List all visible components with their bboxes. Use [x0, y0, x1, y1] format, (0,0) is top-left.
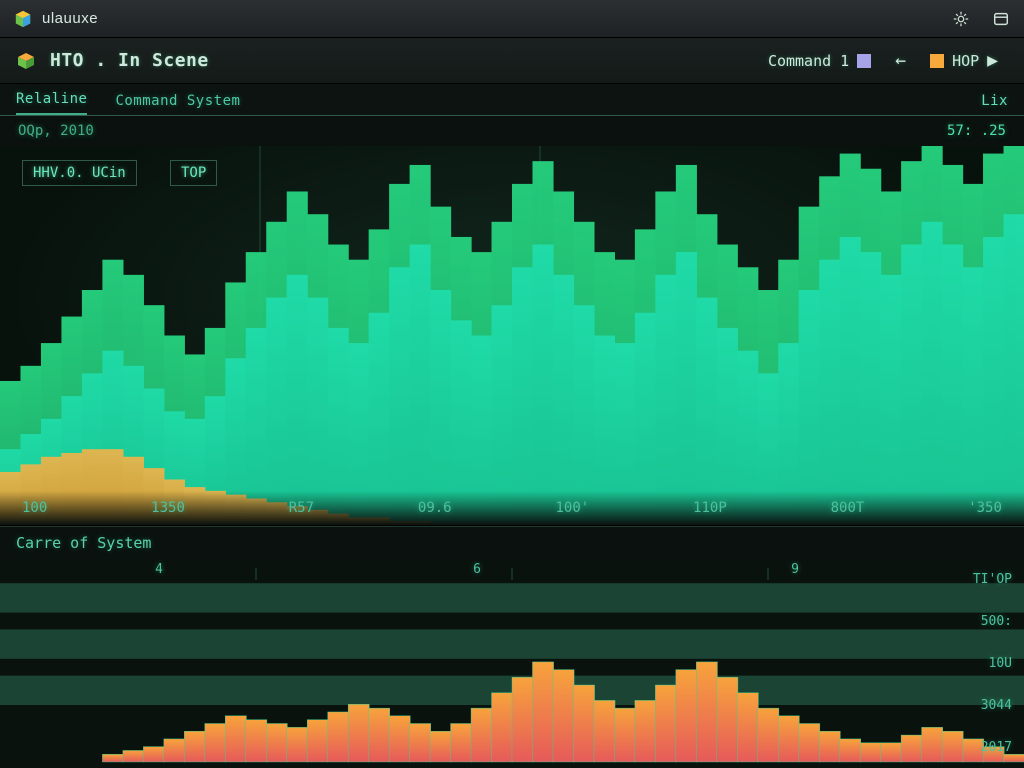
command-button[interactable]: Command 1 [758, 48, 881, 74]
command-chip-icon [857, 54, 871, 68]
lower-title: Carre of System [0, 526, 1024, 558]
lower-chart [0, 558, 1024, 768]
app-logo-icon [14, 10, 32, 28]
toolbar: HTO . In Scene Command 1 ← HOP ▶ [0, 38, 1024, 84]
window-titlebar: ulauuxe [0, 0, 1024, 38]
lower-chart-panel: 4 6 9 TI'OP 500: 10U 3044 2017 [0, 558, 1024, 768]
xaxis-tick: 100 [22, 500, 47, 516]
command-label: Command 1 [768, 52, 849, 70]
lower-ytick: 10U [973, 656, 1012, 671]
info-strip: OQp, 2010 57: .25 [0, 116, 1024, 146]
window-icon[interactable] [992, 10, 1010, 28]
tabstrip: Relaline Command System Lix [0, 84, 1024, 116]
xaxis-tick: 100' [555, 500, 589, 516]
info-left: OQp, 2010 [18, 123, 94, 139]
hop-label: HOP [952, 52, 979, 70]
lower-ytick: 3044 [973, 698, 1012, 713]
main-chart [0, 146, 1024, 525]
hop-chip-icon [930, 54, 944, 68]
lower-ytick: TI'OP [973, 572, 1012, 587]
lower-xtick: 4 [155, 562, 163, 577]
chart-chip-top[interactable]: TOP [170, 160, 217, 186]
chart-chip-hhv[interactable]: HHV.0. UCin [22, 160, 137, 186]
back-arrow-icon[interactable]: ← [895, 50, 906, 71]
xaxis-tick: 1350 [151, 500, 185, 516]
tab-lix[interactable]: Lix [981, 93, 1008, 115]
xaxis-tick: 09.6 [418, 500, 452, 516]
xaxis-tick: '350 [968, 500, 1002, 516]
lower-xtick: 6 [473, 562, 481, 577]
lower-chart-yaxis-right: TI'OP 500: 10U 3044 2017 [973, 558, 1012, 768]
hop-button[interactable]: HOP ▶ [920, 46, 1008, 75]
lower-chart-xaxis-top: 4 6 9 [0, 562, 954, 577]
settings-icon[interactable] [952, 10, 970, 28]
tab-relaline[interactable]: Relaline [16, 91, 87, 115]
cube-icon [16, 51, 36, 71]
scene-title: HTO . In Scene [50, 50, 209, 71]
xaxis-tick: 800T [831, 500, 865, 516]
info-right: 57: .25 [947, 123, 1006, 139]
play-icon: ▶ [987, 50, 998, 71]
main-chart-xaxis: 100 1350 R57 09.6 100' 110P 800T '350 [0, 491, 1024, 525]
tab-command-system[interactable]: Command System [115, 93, 240, 115]
window-title: ulauuxe [42, 10, 98, 27]
xaxis-tick: 110P [693, 500, 727, 516]
xaxis-tick: R57 [289, 500, 314, 516]
lower-ytick: 500: [973, 614, 1012, 629]
main-chart-panel: HHV.0. UCin TOP 100 1350 R57 09.6 100' 110P 80… [0, 146, 1024, 526]
lower-ytick: 2017 [973, 740, 1012, 755]
lower-xtick: 9 [791, 562, 799, 577]
